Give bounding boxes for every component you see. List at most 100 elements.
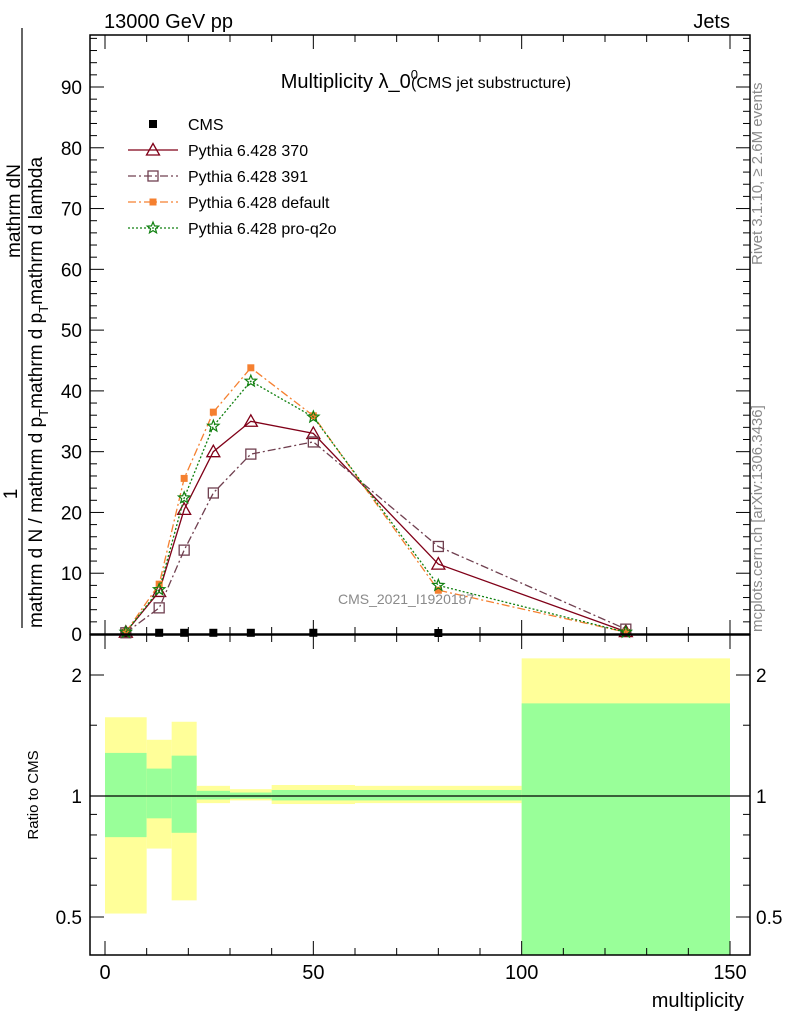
main-subtitle: (CMS jet substructure) xyxy=(411,75,571,92)
legend-marker xyxy=(149,120,157,128)
data-point xyxy=(430,556,446,570)
ylabel-num-expr: mathrm dN xyxy=(4,164,25,258)
main-ticks: 0 10 20 30 40 50 60 70 80 90 xyxy=(61,35,750,646)
ratio-panel: 0.5 0.5 1 1 2 2 0 50 100 150 xyxy=(56,634,782,984)
data-point xyxy=(245,448,257,460)
rivet-label: Rivet 3.1.10, ≥ 2.6M events xyxy=(749,83,766,266)
series-2 xyxy=(120,436,632,639)
legend-label: Pythia 6.428 pro-q2o xyxy=(188,221,337,238)
ylabel-den3: mathrm d lambda xyxy=(26,157,47,305)
legend-entry: Pythia 6.428 370 xyxy=(128,142,308,160)
ratio-band-inner xyxy=(171,755,197,833)
ratio-band-inner xyxy=(196,790,230,800)
data-point xyxy=(434,629,443,637)
main-title-sup: 0 xyxy=(411,67,418,82)
main-ytick-label: 30 xyxy=(61,443,82,464)
data-point xyxy=(209,628,218,637)
ratio-band-inner xyxy=(146,768,172,819)
ratio-frame xyxy=(89,634,751,956)
ylabel-num-d: mathrm d xyxy=(4,178,25,258)
ratio-band-inner xyxy=(355,789,522,801)
ratio-ticks: 0.5 0.5 1 1 2 2 0 50 100 150 xyxy=(56,635,782,984)
main-title: Multiplicity λ_00 xyxy=(281,67,418,93)
data-point xyxy=(306,409,321,424)
legend: CMS Pythia 6.428 370 Pythia 6.428 391 Pythi… xyxy=(128,117,337,238)
energy-label: 13000 GeV pp xyxy=(104,11,233,33)
xtick-label: 100 xyxy=(505,962,538,984)
data-point xyxy=(431,577,446,592)
ylabel-num-n: N xyxy=(4,164,25,178)
data-point xyxy=(434,586,442,594)
main-ytick-label: 70 xyxy=(61,200,82,221)
main-ytick-label: 40 xyxy=(61,382,82,403)
legend-marker xyxy=(147,170,159,182)
series-line xyxy=(125,380,626,633)
ylabel-den2-sub: T xyxy=(36,305,51,313)
series-1 xyxy=(118,413,634,638)
data-point xyxy=(180,628,189,637)
main-frame xyxy=(89,34,751,635)
data-point xyxy=(207,487,219,499)
xtick-label: 0 xyxy=(99,962,110,984)
data-point xyxy=(205,443,221,458)
data-point xyxy=(309,628,318,637)
data-point xyxy=(243,413,259,427)
mcplots-label: mcplots.cern.ch [arXiv:1306.3436] xyxy=(749,405,766,632)
data-point xyxy=(180,474,188,482)
main-ytick-label: 80 xyxy=(61,139,82,160)
legend-entry: CMS xyxy=(149,117,224,134)
legend-entry: Pythia 6.428 391 xyxy=(128,169,308,186)
xtick-label: 50 xyxy=(302,962,324,984)
main-series-group xyxy=(118,364,634,639)
main-ytick-label: 10 xyxy=(61,564,82,585)
data-point xyxy=(246,628,255,637)
analysis-watermark: CMS_2021_I1920187 xyxy=(338,591,474,607)
legend-entry: Pythia 6.428 pro-q2o xyxy=(128,220,337,238)
data-point xyxy=(622,628,630,636)
ylabel-den2: mathrm d p xyxy=(26,313,47,409)
ratio-bands xyxy=(105,658,730,955)
ratio-ytick-label: 2 xyxy=(71,666,82,687)
data-point xyxy=(178,544,190,556)
data-point xyxy=(309,412,317,420)
series-line xyxy=(125,441,627,634)
data-point xyxy=(155,628,164,637)
x-axis-label: multiplicity xyxy=(652,990,744,1012)
ylabel-den1-sub: T xyxy=(36,409,51,417)
data-point xyxy=(176,490,192,505)
data-point xyxy=(243,373,259,388)
data-point xyxy=(209,408,217,416)
data-point xyxy=(206,418,221,433)
legend-label: Pythia 6.428 370 xyxy=(188,143,308,160)
legend-label: CMS xyxy=(188,117,224,134)
legend-marker xyxy=(149,198,157,206)
data-point xyxy=(151,583,167,598)
data-point xyxy=(305,425,321,440)
series-line xyxy=(125,420,627,633)
data-point xyxy=(307,436,319,448)
series-line xyxy=(125,366,626,633)
main-ytick-label: 20 xyxy=(61,503,82,524)
ylabel-denominator: mathrm d N / mathrm d pTmathrm d pTmathr… xyxy=(26,157,51,628)
ylabel-den1: mathrm d N / mathrm d p xyxy=(26,417,47,628)
legend-label: Pythia 6.428 default xyxy=(188,195,330,212)
legend-label: Pythia 6.428 391 xyxy=(188,169,308,186)
ratio-band-inner xyxy=(521,703,730,955)
ratio-band-inner xyxy=(105,752,147,838)
legend-marker xyxy=(145,142,161,156)
main-ytick-label: 0 xyxy=(71,625,82,646)
ratio-ylabel: Ratio to CMS xyxy=(25,750,42,839)
data-point xyxy=(153,602,165,614)
ratio-ytick-label: 0.5 xyxy=(56,908,82,929)
ratio-ytick-label-right: 0.5 xyxy=(756,908,782,929)
data-point xyxy=(247,364,255,372)
ylabel-numerator: 1 xyxy=(1,489,22,500)
ratio-ytick-label-right: 1 xyxy=(756,787,767,808)
main-title-text: Multiplicity λ_0 xyxy=(281,71,411,93)
ratio-band-inner xyxy=(271,789,355,801)
xtick-label: 150 xyxy=(713,962,746,984)
series-0 xyxy=(121,628,630,637)
main-ytick-label: 90 xyxy=(61,78,82,99)
